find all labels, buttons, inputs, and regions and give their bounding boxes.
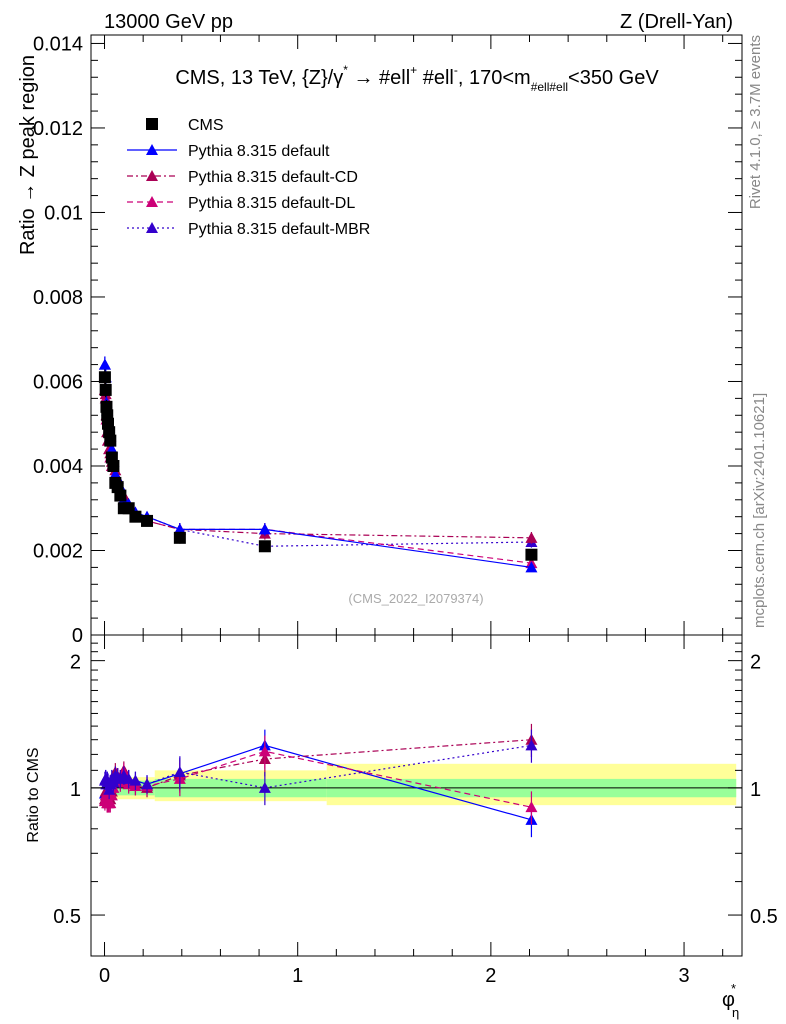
- y-tick-label: 0.008: [33, 287, 83, 309]
- ratio-point: [141, 778, 154, 790]
- ratio-point: [258, 781, 271, 793]
- legend-marker: [146, 118, 158, 130]
- mc-point: [98, 358, 111, 370]
- legend-marker: [146, 170, 158, 181]
- series-pythia-4: [98, 356, 538, 552]
- series-pythia-3: [98, 382, 538, 569]
- mc-point: [525, 531, 538, 543]
- ratio-point: [258, 745, 271, 757]
- legend-entry: Pythia 8.315 default: [127, 143, 330, 160]
- legend-entry: Pythia 8.315 default-MBR: [127, 221, 370, 238]
- y-tick-label: 0.014: [33, 33, 83, 55]
- header-left: 13000 GeV pp: [104, 11, 233, 33]
- legend-marker: [146, 144, 158, 155]
- ratio-y-tick-label-right: 2: [750, 652, 761, 674]
- rivet-label: Rivet 4.1.0, ≥ 3.7M events: [747, 35, 764, 209]
- ratio-panel: 0.5 0.5 1 1 2 2 0 1 2 3 Ratio to CMS: [25, 634, 778, 987]
- data-point: [104, 434, 117, 447]
- header-right: Z (Drell-Yan): [620, 11, 733, 33]
- data-point: [141, 514, 154, 527]
- ratio-series-4: [98, 729, 538, 806]
- mc-point: [105, 443, 118, 455]
- series-cms: [98, 369, 538, 561]
- y-tick-label: 0.006: [33, 371, 83, 393]
- ratio-y-tick-label-right: 1: [750, 779, 761, 801]
- data-point: [107, 459, 120, 472]
- ratio-y-tick-label: 1: [70, 779, 81, 801]
- legend-marker: [146, 196, 158, 207]
- mc-point: [258, 523, 271, 535]
- ratio-point: [173, 766, 186, 778]
- ratio-point: [525, 801, 538, 813]
- ratio-y-tick-label: 0.5: [53, 906, 81, 928]
- legend-label: Pythia 8.315 default: [188, 143, 330, 160]
- series-line: [104, 364, 532, 568]
- legend-label: Pythia 8.315 default-DL: [188, 195, 355, 212]
- legend-label: Pythia 8.315 default-CD: [188, 169, 358, 186]
- watermark: (CMS_2022_I2079374): [348, 591, 483, 606]
- legend-label: CMS: [188, 117, 224, 134]
- x-tick-label: 3: [678, 965, 689, 987]
- data-point: [114, 489, 127, 502]
- x-tick-label: 1: [292, 965, 303, 987]
- ratio-point: [525, 739, 538, 751]
- y-tick-label: 0.01: [44, 202, 83, 224]
- y-tick-label: 0.004: [33, 456, 83, 478]
- ratio-y-tick-label: 2: [70, 652, 81, 674]
- legend-entry: Pythia 8.315 default-CD: [127, 169, 358, 186]
- series-line: [104, 364, 532, 547]
- ratio-point: [104, 797, 117, 809]
- ratio-y-axis-label: Ratio to CMS: [25, 747, 42, 842]
- legend-label: Pythia 8.315 default-MBR: [188, 221, 370, 238]
- y-tick-label: 0.012: [33, 118, 83, 140]
- legend: CMS Pythia 8.315 default Pythia 8.315 defa…: [127, 117, 370, 238]
- mcplots-label: mcplots.cern.ch [arXiv:2401.10621]: [751, 393, 768, 628]
- ratio-y-tick-label-right: 0.5: [750, 906, 778, 928]
- chart-title: CMS, 13 TeV, {Z}/γ* → #ell+ #ell-, 170<m…: [175, 63, 659, 94]
- data-point: [258, 540, 271, 553]
- y-axis-label: Ratio → Z peak region: [17, 55, 39, 255]
- mc-point: [173, 523, 186, 535]
- series-line: [104, 389, 532, 539]
- ratio-frame: [90, 634, 743, 957]
- legend-entry: Pythia 8.315 default-DL: [127, 195, 355, 212]
- data-point: [122, 502, 135, 515]
- legend-marker: [146, 222, 158, 233]
- y-tick-label: 0: [72, 625, 83, 647]
- main-panel: 0 0.002 0.004 0.006 0.008 0.01 0.012 0.014 CMS,…: [17, 33, 743, 647]
- data-point: [525, 548, 538, 561]
- data-point: [129, 510, 142, 523]
- series-pythia-2: [98, 382, 538, 544]
- ratio-point: [122, 772, 135, 784]
- data-point: [98, 371, 111, 384]
- x-tick-label: 0: [99, 965, 110, 987]
- data-point: [173, 531, 186, 544]
- x-tick-label: 2: [485, 965, 496, 987]
- x-axis-label: φ* η: [722, 981, 739, 1020]
- mc-point: [525, 561, 538, 573]
- ratio-point: [129, 774, 142, 786]
- series-pythia-1: [98, 356, 538, 573]
- legend-entry: CMS: [146, 117, 224, 134]
- y-tick-label: 0.002: [33, 540, 83, 562]
- data-point: [99, 383, 112, 396]
